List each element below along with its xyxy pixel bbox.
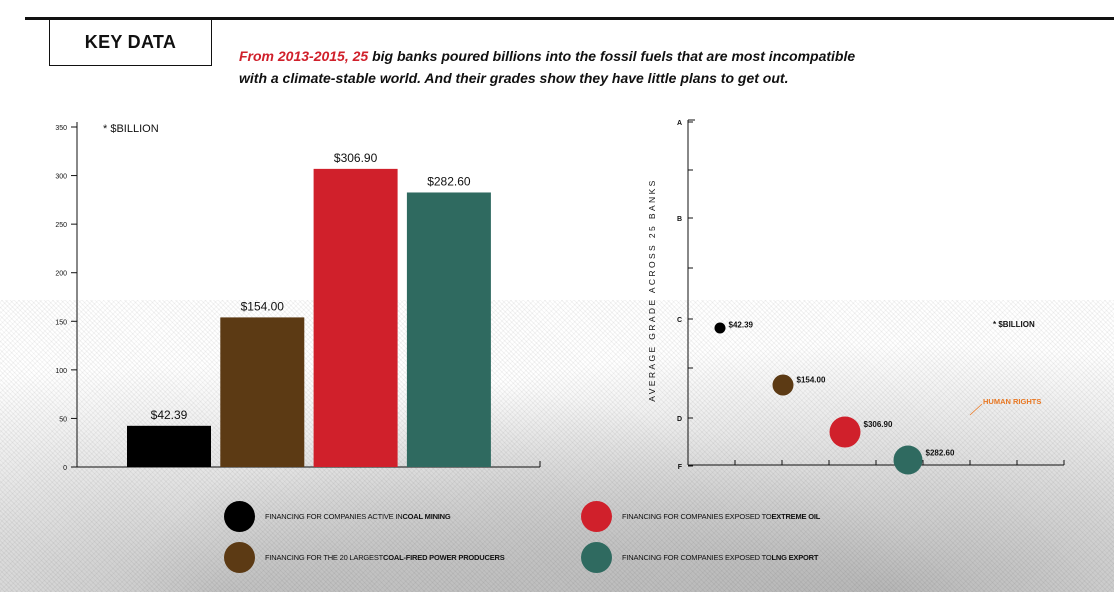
scatter-y-tick-label: B	[677, 216, 682, 223]
headline-line1: big banks poured billions into the fossi…	[368, 48, 856, 64]
y-tick-label: 50	[59, 416, 67, 423]
legend-text: FINANCING FOR COMPANIES EXPOSED TO	[622, 512, 772, 521]
annotation-leader	[969, 403, 983, 416]
y-tick-label: 300	[55, 174, 67, 181]
legend-swatch	[224, 501, 255, 532]
legend-item-lng-export: FINANCING FOR COMPANIES EXPOSED TO LNG E…	[581, 542, 818, 573]
scatter-unit-note: * $BILLION	[993, 320, 1035, 329]
headline-line2: with a climate-stable world. And their g…	[239, 70, 789, 86]
legend-bold: COAL-FIRED POWER PRODUCERS	[383, 553, 505, 562]
bar-value-label: $154.00	[241, 299, 285, 313]
legend-swatch	[581, 501, 612, 532]
y-tick-label: 200	[55, 271, 67, 278]
bar	[406, 192, 491, 467]
legend-item-extreme-oil: FINANCING FOR COMPANIES EXPOSED TO EXTRE…	[581, 501, 820, 532]
key-data-label: KEY DATA	[49, 20, 212, 66]
y-tick-label: 150	[55, 319, 67, 326]
legend-item-coal-power: FINANCING FOR THE 20 LARGEST COAL-FIRED …	[224, 542, 505, 573]
scatter-y-axis-label: AVERAGE GRADE ACROSS 25 BANKS	[647, 178, 657, 401]
headline: From 2013-2015, 25 big banks poured bill…	[239, 45, 939, 89]
bar	[127, 425, 211, 467]
scatter-y-tick-label: C	[677, 317, 682, 324]
y-tick-label: 350	[55, 125, 67, 132]
legend-swatch	[581, 542, 612, 573]
y-tick-label: 250	[55, 222, 67, 229]
headline-highlight: From 2013-2015, 25	[239, 48, 369, 64]
legend-bold: EXTREME OIL	[771, 512, 821, 521]
scatter-point	[714, 322, 726, 334]
legend-swatch	[224, 542, 255, 573]
legend-text: FINANCING FOR THE 20 LARGEST	[265, 553, 384, 562]
scatter-y-tick-label: F	[678, 464, 683, 471]
legend-item-coal-mining: FINANCING FOR COMPANIES ACTIVE IN COAL M…	[224, 501, 451, 532]
bar-unit-note: * $BILLION	[103, 123, 159, 135]
bar-value-label: $282.60	[427, 174, 471, 188]
y-tick-label: 0	[63, 465, 67, 472]
bar-value-label: $42.39	[151, 408, 188, 422]
human-rights-annotation: HUMAN RIGHTS	[983, 397, 1041, 406]
legend-text: FINANCING FOR COMPANIES ACTIVE IN	[265, 512, 403, 521]
scatter-y-tick-label: A	[677, 120, 682, 127]
scatter-point	[893, 445, 923, 475]
scatter-point-label: $282.60	[926, 448, 955, 457]
scatter-point	[772, 374, 794, 396]
bar	[313, 168, 398, 467]
y-tick-label: 100	[55, 368, 67, 375]
legend-bold: COAL MINING	[402, 512, 451, 521]
scatter-y-tick-label: D	[677, 416, 682, 423]
legend-text: FINANCING FOR COMPANIES EXPOSED TO	[622, 553, 772, 562]
scatter-point-label: $154.00	[797, 375, 826, 384]
scatter-point-label: $306.90	[864, 420, 893, 429]
scatter-point	[829, 416, 861, 448]
top-rule	[25, 17, 1114, 20]
legend-bold: LNG EXPORT	[771, 553, 819, 562]
bar-value-label: $306.90	[334, 151, 378, 165]
scatter-point-label: $42.39	[729, 321, 754, 330]
bar	[220, 317, 305, 467]
